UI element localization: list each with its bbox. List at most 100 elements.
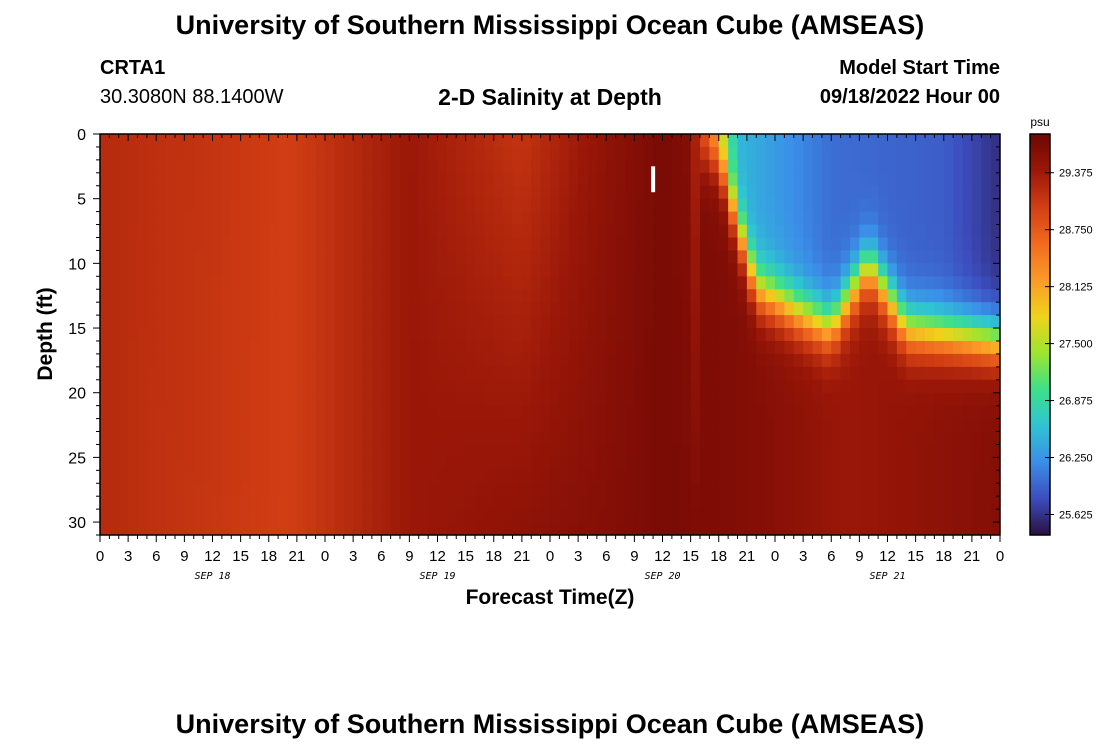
- heatmap-cell: [343, 431, 354, 446]
- heatmap-cell: [268, 522, 279, 535]
- heatmap-cell: [896, 185, 907, 200]
- heatmap-cell: [371, 496, 382, 510]
- heatmap-cell: [278, 366, 289, 381]
- heatmap-cell: [165, 198, 176, 213]
- heatmap-cell: [512, 418, 523, 433]
- heatmap-cell: [296, 276, 307, 290]
- heatmap-cell: [465, 340, 476, 355]
- heatmap-cell: [784, 522, 795, 535]
- heatmap-cell: [212, 289, 223, 303]
- heatmap-cell: [962, 134, 973, 148]
- heatmap-cell: [981, 379, 992, 394]
- heatmap-cell: [550, 185, 560, 200]
- heatmap-cell: [146, 134, 157, 148]
- heatmap-cell: [400, 444, 410, 458]
- heatmap-cell: [587, 159, 598, 174]
- heatmap-cell: [221, 159, 232, 174]
- heatmap-cell: [353, 237, 364, 252]
- heatmap-cell: [990, 405, 1000, 420]
- heatmap-cell: [812, 211, 823, 226]
- heatmap-cell: [859, 470, 870, 484]
- heatmap-cell: [943, 483, 954, 497]
- heatmap-cell: [156, 431, 167, 446]
- heatmap-cell: [325, 134, 335, 148]
- heatmap-cell: [437, 134, 448, 148]
- heatmap-cell: [315, 289, 326, 303]
- heatmap-cell: [850, 289, 860, 303]
- heatmap-cell: [231, 457, 242, 471]
- heatmap-cell: [296, 444, 307, 458]
- heatmap-cell: [278, 134, 289, 148]
- heatmap-cell: [831, 289, 842, 303]
- heatmap-cell: [756, 522, 767, 535]
- heatmap-cell: [550, 392, 560, 407]
- heatmap-cell: [662, 237, 673, 252]
- heatmap-cell: [325, 483, 335, 497]
- heatmap-cell: [128, 289, 139, 303]
- heatmap-cell: [906, 418, 917, 433]
- heatmap-cell: [268, 366, 279, 381]
- heatmap-cell: [812, 198, 823, 213]
- heatmap-cell: [193, 405, 204, 420]
- heatmap-cell: [428, 224, 439, 239]
- heatmap-cell: [943, 470, 954, 484]
- heatmap-cell: [428, 198, 439, 213]
- heatmap-cell: [671, 315, 682, 329]
- heatmap-cell: [671, 483, 682, 497]
- heatmap-cell: [231, 237, 242, 252]
- heatmap-cell: [868, 522, 879, 535]
- heatmap-cell: [503, 211, 514, 226]
- heatmap-cell: [728, 237, 739, 252]
- heatmap-cell: [568, 159, 579, 174]
- heatmap-cell: [512, 470, 523, 484]
- heatmap-cell: [428, 483, 439, 497]
- heatmap-cell: [559, 353, 570, 368]
- heatmap-cell: [362, 328, 373, 342]
- heatmap-cell: [765, 418, 776, 433]
- heatmap-cell: [550, 522, 560, 535]
- heatmap-cell: [240, 185, 251, 200]
- heatmap-cell: [371, 366, 382, 381]
- heatmap-cell: [325, 289, 335, 303]
- heatmap-cell: [128, 134, 139, 148]
- heatmap-cell: [493, 340, 504, 355]
- heatmap-cell: [212, 457, 223, 471]
- x-tick-label: 6: [152, 548, 160, 565]
- heatmap-cell: [315, 431, 326, 446]
- heatmap-cell: [109, 457, 120, 471]
- heatmap-cell: [231, 172, 242, 187]
- heatmap-cell: [212, 172, 223, 187]
- heatmap-cell: [418, 185, 429, 200]
- heatmap-cell: [606, 302, 617, 316]
- heatmap-cell: [484, 418, 495, 433]
- heatmap-cell: [840, 250, 851, 264]
- heatmap-cell: [981, 185, 992, 200]
- heatmap-cell: [137, 418, 148, 433]
- heatmap-cell: [568, 289, 579, 303]
- heatmap-cell: [896, 457, 907, 471]
- heatmap-cell: [803, 392, 814, 407]
- heatmap-cell: [137, 405, 148, 420]
- heatmap-cell: [690, 250, 701, 264]
- heatmap-cell: [540, 224, 551, 239]
- heatmap-cell: [100, 224, 110, 239]
- heatmap-cell: [446, 340, 457, 355]
- heatmap-cell: [325, 522, 335, 535]
- heatmap-cell: [690, 483, 701, 497]
- heatmap-cell: [128, 224, 139, 239]
- heatmap-cell: [381, 134, 392, 148]
- heatmap-cell: [981, 224, 992, 239]
- heatmap-cell: [709, 444, 720, 458]
- heatmap-cell: [859, 353, 870, 368]
- heatmap-cell: [362, 237, 373, 252]
- x-date-label: SEP 20: [644, 571, 680, 582]
- heatmap-cell: [831, 211, 842, 226]
- heatmap-cell: [718, 289, 729, 303]
- heatmap-cell: [521, 289, 532, 303]
- heatmap-cell: [503, 328, 514, 342]
- heatmap-cell: [775, 159, 785, 174]
- heatmap-cell: [128, 159, 139, 174]
- heatmap-cell: [578, 328, 589, 342]
- heatmap-cell: [793, 302, 804, 316]
- heatmap-cell: [596, 263, 607, 277]
